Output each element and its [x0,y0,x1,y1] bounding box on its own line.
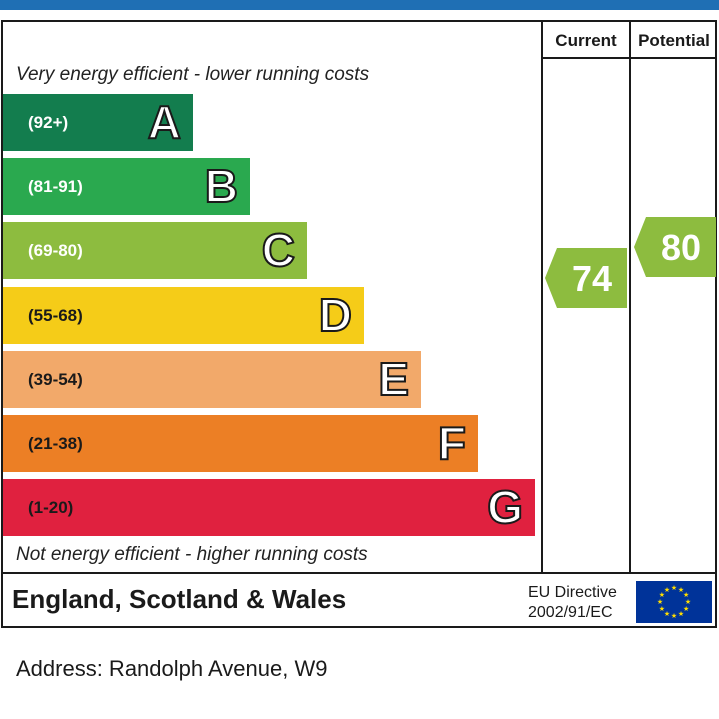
header-divider [541,57,717,59]
band-range-label: (81-91) [28,177,83,197]
eu-star-icon: ★ [657,598,663,606]
band-range-label: (39-54) [28,369,83,389]
potential-rating-value: 80 [660,226,702,268]
eu-directive-line2: 2002/91/EC [528,604,613,621]
potential-column-header: Potential [638,31,710,50]
band-e: (39-54) E [3,350,421,408]
band-c: (69-80) C [3,222,307,280]
eu-star-icon: ★ [671,612,677,620]
epc-chart-frame [1,20,717,628]
current-badge-shape [545,247,627,308]
band-a: (92+) A [3,94,193,151]
eu-flag-icon: ★ ★ ★ ★ ★ ★ ★ ★ ★ ★ ★ ★ [636,581,712,623]
band-b: (81-91) B [3,158,250,216]
current-column-divider [541,20,543,574]
band-f: (21-38) F [3,415,478,472]
eu-star-icon: ★ [678,610,684,618]
eu-directive-line1: EU Directive [528,584,617,601]
band-range-label: (69-80) [28,241,83,261]
bottom-caption: Not energy efficient - higher running co… [16,544,368,565]
eu-star-icon: ★ [664,610,670,618]
band-letter-label: C [261,223,296,277]
potential-rating-badge: 80 [634,216,716,277]
band-letter-label: F [437,416,467,470]
potential-column-divider [629,20,631,574]
eu-directive-label: EU Directive 2002/91/EC [528,583,617,623]
region-label: England, Scotland & Wales [12,584,347,614]
band-range-label: (1-20) [28,498,74,518]
footer-divider [1,572,717,574]
potential-badge-shape [634,216,716,277]
band-letter-label: G [486,480,524,534]
band-letter-label: E [377,352,410,406]
property-address: Address: Randolph Avenue, W9 [16,656,328,681]
eu-star-icon: ★ [659,591,665,599]
eu-star-icon: ★ [683,605,689,613]
eu-star-icon: ★ [659,605,665,613]
band-letter-label: B [204,159,239,213]
header-strip [0,0,719,10]
current-rating-value: 74 [571,257,613,299]
eu-star-icon: ★ [685,598,691,606]
top-caption: Very energy efficient - lower running co… [16,64,370,85]
band-letter-label: D [318,288,353,342]
band-d: (55-68) D [3,286,364,344]
eu-star-icon: ★ [678,586,684,594]
eu-star-icon: ★ [671,584,677,592]
eu-star-icon: ★ [683,591,689,599]
band-range-label: (21-38) [28,434,83,453]
eu-star-icon: ★ [664,586,670,594]
band-g: (1-20) G [3,479,535,537]
current-column-header: Current [555,31,617,50]
current-rating-badge: 74 [545,247,627,308]
band-letter-label: A [147,95,182,149]
band-range-label: (92+) [28,113,69,132]
band-range-label: (55-68) [28,305,83,325]
